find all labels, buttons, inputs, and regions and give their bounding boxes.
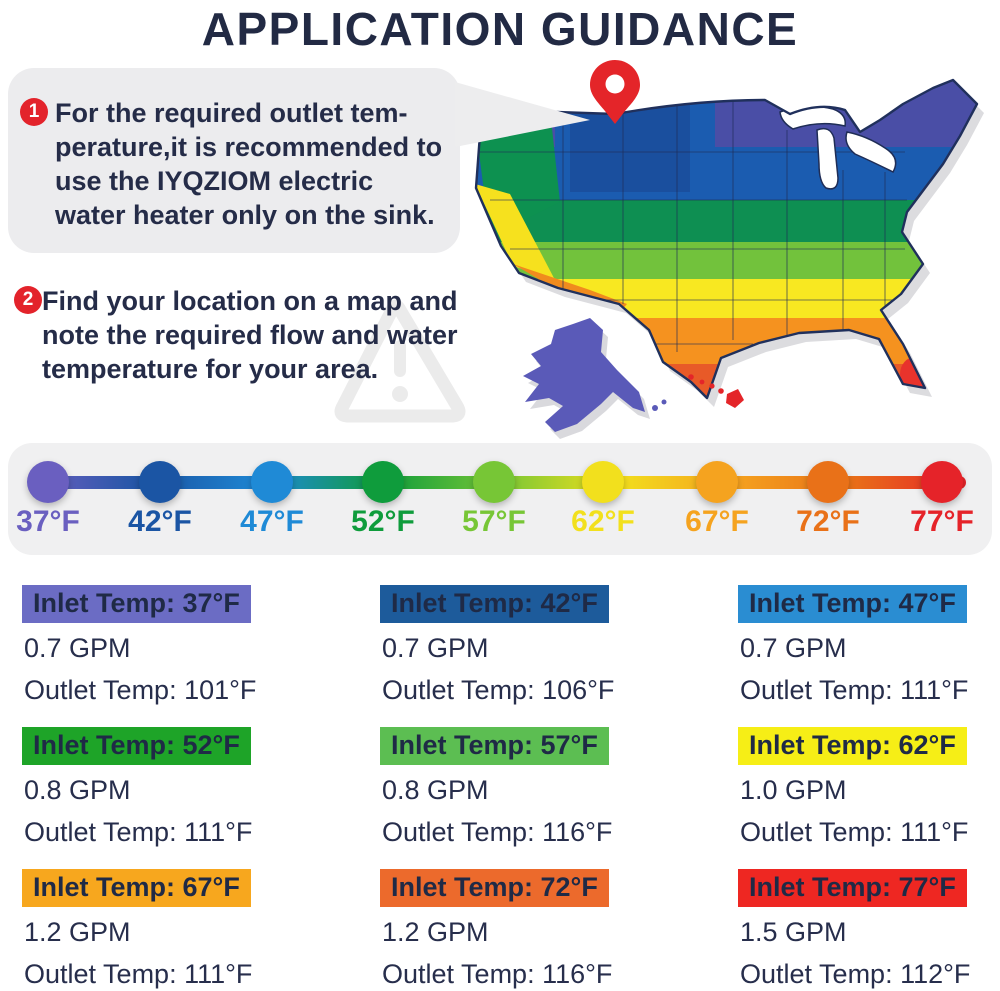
instruction-1-line: For the required outlet tem- xyxy=(55,98,408,128)
inlet-temp-chip: Inlet Temp: 42°F xyxy=(380,585,609,623)
card-inlet-37f: Inlet Temp: 37°F 0.7 GPM Outlet Temp: 10… xyxy=(22,585,292,707)
instruction-2-line: note the required flow and water xyxy=(42,320,458,350)
outlet-temp: Outlet Temp: 101°F xyxy=(24,675,257,705)
step-2-badge: 2 xyxy=(14,286,42,314)
inlet-temp-chip: Inlet Temp: 57°F xyxy=(380,727,609,765)
instruction-1-line: use the IYQZIOM electric xyxy=(55,166,374,196)
outlet-temp: Outlet Temp: 111°F xyxy=(740,675,969,705)
gpm-value: 0.7 GPM xyxy=(382,633,489,663)
scale-dot-72f xyxy=(807,461,849,503)
card-inlet-77f: Inlet Temp: 77°F 1.5 GPM Outlet Temp: 11… xyxy=(738,869,1000,991)
outlet-temp: Outlet Temp: 116°F xyxy=(382,959,613,989)
us-temperature-map xyxy=(455,60,984,439)
gpm-value: 1.2 GPM xyxy=(24,917,131,947)
gpm-value: 0.7 GPM xyxy=(24,633,131,663)
card-inlet-52f: Inlet Temp: 52°F 0.8 GPM Outlet Temp: 11… xyxy=(22,727,292,849)
gpm-value: 0.7 GPM xyxy=(740,633,847,663)
scale-dot-62f xyxy=(582,461,624,503)
instruction-2-text: Find your location on a map and note the… xyxy=(42,284,458,386)
instruction-1-line: water heater only on the sink. xyxy=(55,200,435,230)
outlet-temp: Outlet Temp: 106°F xyxy=(382,675,615,705)
instruction-box-1 xyxy=(8,68,460,253)
instruction-2-line: Find your location on a map and xyxy=(42,286,458,316)
card-inlet-57f: Inlet Temp: 57°F 0.8 GPM Outlet Temp: 11… xyxy=(380,727,650,849)
outlet-temp: Outlet Temp: 111°F xyxy=(24,959,253,989)
scale-dot-42f xyxy=(139,461,181,503)
inlet-temp-chip: Inlet Temp: 77°F xyxy=(738,869,967,907)
scale-label-67f: 67°F xyxy=(685,505,749,538)
warning-triangle-icon xyxy=(334,299,466,423)
scale-label-77f: 77°F xyxy=(910,505,974,538)
card-inlet-47f: Inlet Temp: 47°F 0.7 GPM Outlet Temp: 11… xyxy=(738,585,1000,707)
inlet-temp-chip: Inlet Temp: 47°F xyxy=(738,585,967,623)
scale-dot-37f xyxy=(27,461,69,503)
temperature-scale: 37°F 42°F 47°F 52°F 57°F 62°F 67°F 72°F … xyxy=(8,443,992,555)
inlet-temp-chip: Inlet Temp: 67°F xyxy=(22,869,251,907)
hawaii-region xyxy=(688,374,744,408)
alaska-region xyxy=(523,318,667,439)
gpm-value: 1.0 GPM xyxy=(740,775,847,805)
card-inlet-42f: Inlet Temp: 42°F 0.7 GPM Outlet Temp: 10… xyxy=(380,585,650,707)
gpm-value: 1.2 GPM xyxy=(382,917,489,947)
callout-tail xyxy=(455,82,590,147)
outlet-temp: Outlet Temp: 112°F xyxy=(740,959,971,989)
card-inlet-67f: Inlet Temp: 67°F 1.2 GPM Outlet Temp: 11… xyxy=(22,869,292,991)
outlet-temp: Outlet Temp: 111°F xyxy=(740,817,969,847)
scale-label-37f: 37°F xyxy=(16,505,80,538)
scale-dot-57f xyxy=(473,461,515,503)
scale-label-72f: 72°F xyxy=(796,505,860,538)
gpm-value: 0.8 GPM xyxy=(24,775,131,805)
scale-dot-47f xyxy=(251,461,293,503)
page-title: APPLICATION GUIDANCE xyxy=(201,3,799,55)
inlet-temp-chip: Inlet Temp: 62°F xyxy=(738,727,967,765)
scale-label-57f: 57°F xyxy=(462,505,526,538)
scale-dot-67f xyxy=(696,461,738,503)
outlet-temp: Outlet Temp: 111°F xyxy=(24,817,253,847)
card-inlet-62f: Inlet Temp: 62°F 1.0 GPM Outlet Temp: 11… xyxy=(738,727,1000,849)
gpm-value: 0.8 GPM xyxy=(382,775,489,805)
inlet-temp-chip: Inlet Temp: 52°F xyxy=(22,727,251,765)
card-inlet-72f: Inlet Temp: 72°F 1.2 GPM Outlet Temp: 11… xyxy=(380,869,650,991)
inlet-temp-chip: Inlet Temp: 72°F xyxy=(380,869,609,907)
scale-dot-52f xyxy=(362,461,404,503)
scale-label-62f: 62°F xyxy=(571,505,635,538)
scale-label-47f: 47°F xyxy=(240,505,304,538)
scale-label-52f: 52°F xyxy=(351,505,415,538)
mainland-outline xyxy=(474,78,979,400)
instruction-1-text: For the required outlet tem- perature,it… xyxy=(55,96,442,232)
gpm-value: 1.5 GPM xyxy=(740,917,847,947)
location-pin-icon xyxy=(590,60,640,124)
scale-label-42f: 42°F xyxy=(128,505,192,538)
inlet-temp-chip: Inlet Temp: 37°F xyxy=(22,585,251,623)
instruction-1-line: perature,it is recommended to xyxy=(55,132,443,162)
outlet-temp: Outlet Temp: 116°F xyxy=(382,817,613,847)
instruction-2-line: temperature for your area. xyxy=(42,354,379,384)
scale-dot-77f xyxy=(921,461,963,503)
step-1-badge: 1 xyxy=(20,98,48,126)
